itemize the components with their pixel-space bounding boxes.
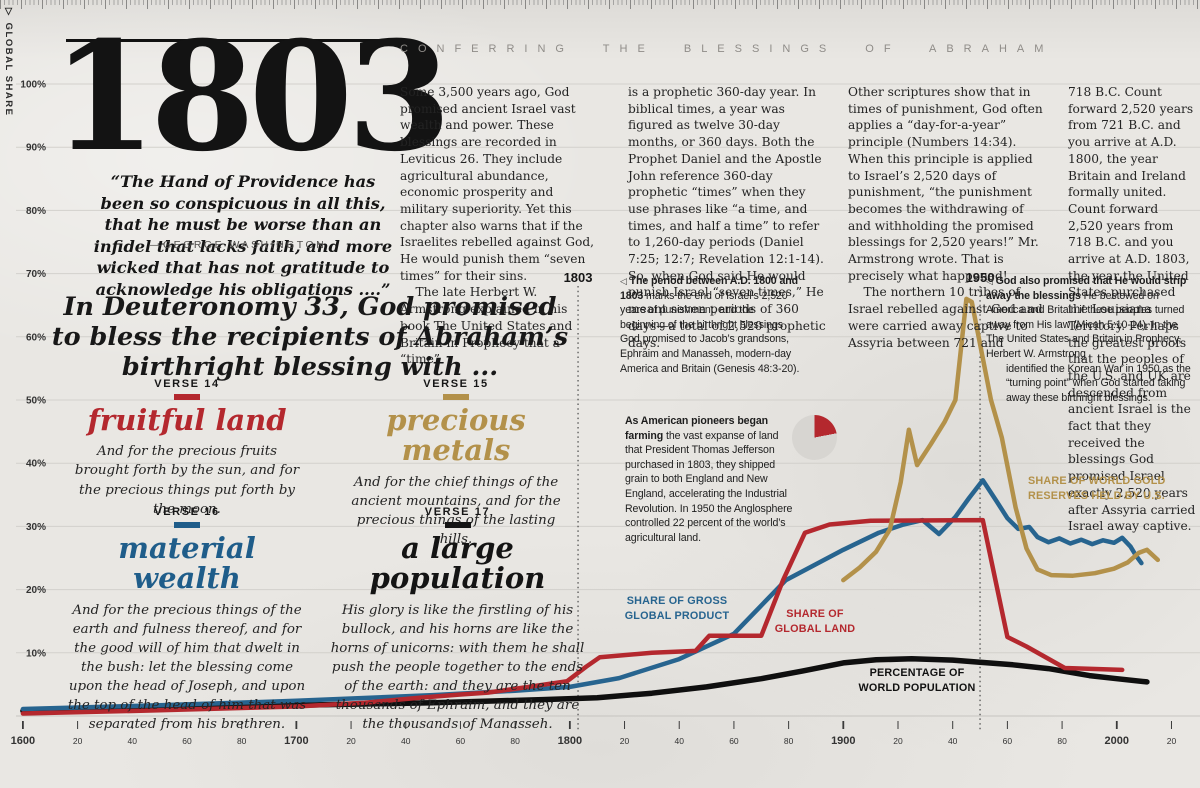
label-gross-global-product: SHARE OF GROSS GLOBAL PRODUCT [624,595,730,622]
annotation-1803-text: marks the end of Israel’s 2,520 years of… [620,289,800,375]
y-axis-caption-text: GLOBAL SHARE [3,22,14,117]
svg-text:80: 80 [1057,736,1067,746]
verse-17-bar [444,522,471,528]
svg-text:20%: 20% [26,585,46,596]
annotation-1950-lead: God also promised that He would strip aw… [986,275,1187,302]
year-headline: 1803 [52,9,451,185]
y-axis-caption: ▽ GLOBAL SHARE [3,6,14,116]
annotation-1950-text: He bestowed on America and Britain if th… [986,289,1185,361]
svg-text:70%: 70% [26,269,46,280]
farmland-pie-chart [792,415,837,460]
pointer-left-icon: ◁ [986,276,993,286]
verse-17-block: VERSE 17 a large population His glory is… [330,506,585,734]
svg-text:40: 40 [128,736,138,746]
svg-text:60: 60 [729,736,739,746]
svg-text:60: 60 [182,736,192,746]
svg-text:80: 80 [784,736,794,746]
annotation-1950-text-2: identified the Korean War in 1950 as the… [1006,362,1191,404]
annotation-pioneers-lead: As American pioneers began farming [625,415,769,442]
svg-text:1600: 1600 [11,735,35,747]
svg-text:60%: 60% [26,332,46,343]
svg-text:1950: 1950 [966,270,995,285]
verse-14-bar [174,394,200,400]
svg-text:30%: 30% [26,522,46,533]
label-world-population: PERCENTAGE OF WORLD POPULATION [858,667,976,694]
verse-16-block: VERSE 16 material wealth And for the pre… [62,506,312,734]
svg-text:20: 20 [346,736,356,746]
verse-16-label: VERSE 16 [154,506,220,518]
quote: “The Hand of Providence has been so cons… [93,172,393,299]
svg-text:60: 60 [1003,736,1013,746]
verse-14-title: fruitful land [87,403,287,437]
verse-15-title: precious metals [386,403,526,468]
verse-16-text: And for the precious things of the earth… [67,602,307,733]
kicker: CONFERRING THE BLESSINGS OF ABRAHAM [400,43,1054,55]
intro-column-1: Some 3,500 years ago, God promised ancie… [400,85,595,367]
svg-text:40: 40 [401,736,411,746]
annotation-pioneers-text: the vast expanse of land that President … [625,429,793,544]
svg-text:50%: 50% [26,396,46,407]
svg-text:90%: 90% [26,143,46,154]
svg-text:80: 80 [237,736,247,746]
svg-text:1900: 1900 [831,735,855,747]
verse-15-text: And for the chief things of the ancient … [351,474,561,547]
deuteronomy-heading: In Deuteronomy 33, God promised to bless… [51,292,569,383]
svg-text:20: 20 [620,736,630,746]
intro-column-4: 718 B.C. Count forward 2,520 years from … [1068,85,1200,534]
verse-14-text: And for the precious fruits brought fort… [74,444,300,517]
intro-column-2: is a prophetic 360-day year. In biblical… [628,85,830,350]
quote-attribution: —GEORGE WASHINGTON [150,239,327,251]
svg-text:1700: 1700 [284,735,308,747]
verse-17-text: His glory is like the firstling of his b… [330,602,585,733]
svg-text:1800: 1800 [558,735,582,747]
label-global-land: SHARE OF GLOBAL LAND [774,608,856,635]
svg-text:20: 20 [893,736,903,746]
verse-15-block: VERSE 15 precious metals And for the chi… [340,378,572,549]
svg-text:20: 20 [1167,736,1177,746]
intro-column-3: Other scriptures show that in times of p… [848,85,1043,350]
top-ruler [0,0,1200,9]
verse-14-label: VERSE 14 [154,378,220,390]
verse-15-label: VERSE 15 [423,378,489,390]
svg-text:20: 20 [73,736,83,746]
verse-16-bar [174,522,200,528]
headline-rule [66,39,388,42]
svg-text:1803: 1803 [564,270,593,285]
svg-text:40: 40 [948,736,958,746]
triangle-down-icon: ▽ [3,6,14,19]
verse-17-label: VERSE 17 [424,506,491,518]
annotation-1950: ◁ God also promised that He would strip … [986,274,1197,405]
svg-text:100%: 100% [20,80,46,91]
verse-14-block: VERSE 14 fruitful land And for the preci… [72,378,302,519]
svg-text:80%: 80% [26,206,46,217]
label-gold-reserves: SHARE OF WORLD GOLD RESERVES HELD BY U.S… [1028,475,1166,502]
svg-text:40%: 40% [26,459,46,470]
svg-text:2000: 2000 [1105,735,1129,747]
verse-15-bar [443,394,469,400]
verse-17-title: a large population [369,531,546,596]
svg-text:40: 40 [674,736,684,746]
annotation-1803: ◁ The period between A.D. 1800 and 1803 … [620,274,800,376]
annotation-pioneers: As American pioneers began farming the v… [625,414,797,545]
pointer-left-icon: ◁ [620,276,627,286]
svg-text:10%: 10% [26,648,46,659]
annotation-1803-lead: The period between A.D. 1800 and 1803 [620,275,798,302]
svg-text:80: 80 [510,736,520,746]
verse-16-title: material wealth [118,531,256,596]
svg-text:60: 60 [456,736,466,746]
